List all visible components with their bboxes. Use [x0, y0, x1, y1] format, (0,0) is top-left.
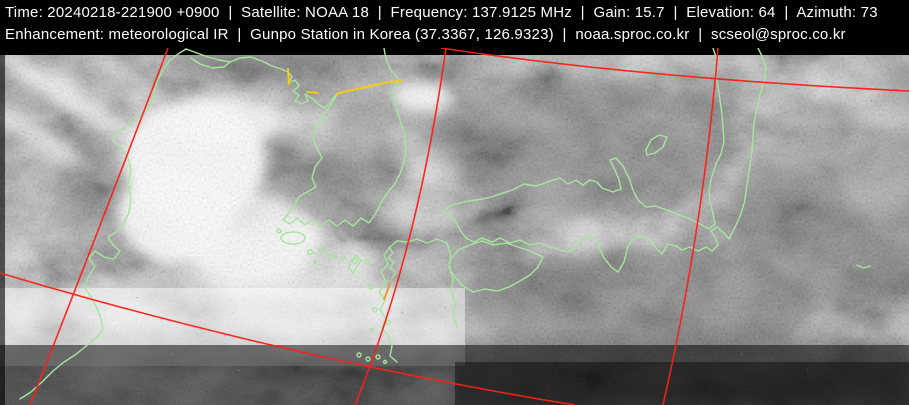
tsushima-island [348, 254, 362, 274]
coastline-kyushu-inlets [387, 246, 397, 279]
graticule-parallel-south [0, 272, 576, 405]
coastline-kyushu-west [378, 238, 448, 363]
islands-kyushu-offshore [369, 307, 391, 333]
telemetry-line-1: Time: 20240218-221900 +0900 | Satellite:… [5, 4, 878, 21]
ir-background [0, 48, 909, 405]
satellite-image-canvas [0, 48, 909, 405]
goto-islands [356, 352, 388, 365]
coastline-korea [282, 48, 407, 227]
graticule-orange-segment [383, 282, 391, 301]
iki-island [368, 284, 374, 290]
border-overlay [287, 68, 402, 95]
graticule-meridian-1 [29, 48, 169, 405]
islands-southwest-korea [276, 228, 370, 265]
satellite-image [0, 48, 909, 405]
sado-island [645, 134, 668, 156]
dmz-border-line [336, 80, 402, 95]
coastline-liaodong-peninsula [185, 48, 289, 73]
jeju-island [280, 231, 306, 245]
izu-islet [856, 264, 871, 269]
coastline-liaodong-tip [190, 57, 231, 69]
coastline-shikoku [448, 240, 544, 293]
telemetry-line-2: Enhancement: meteorological IR | Gunpo S… [5, 26, 846, 43]
graticule-parallel-north [440, 48, 909, 92]
telemetry-header: Time: 20240218-221900 +0900 | Satellite:… [0, 0, 909, 48]
border-dash [306, 91, 319, 94]
coastline-honshu [443, 48, 767, 273]
graticule-meridian-2 [354, 48, 447, 405]
coastline-overlay [19, 48, 871, 400]
graticule-overlay [0, 48, 909, 405]
graticule-meridian-3 [662, 48, 719, 405]
coastline-kyushu-east [446, 242, 458, 328]
yalu-border-segment [287, 68, 290, 85]
